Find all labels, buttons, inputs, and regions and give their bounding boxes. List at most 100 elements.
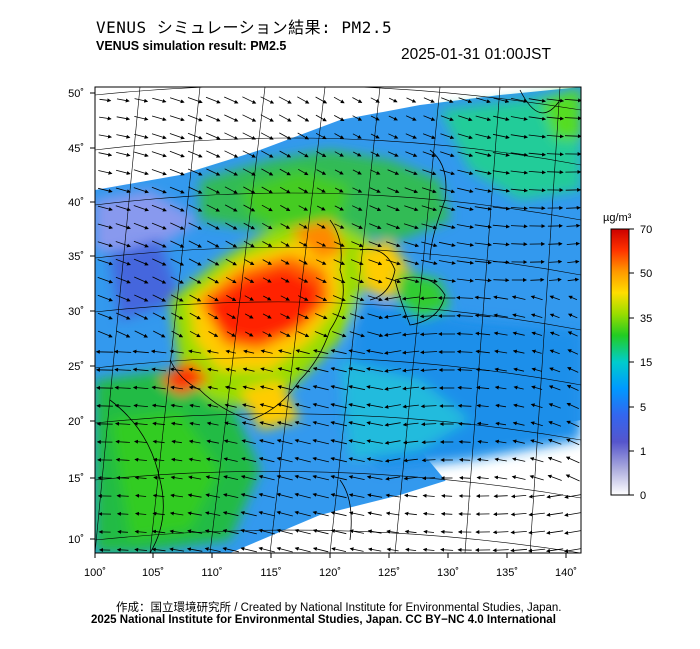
wind-arrow (476, 421, 489, 426)
wind-arrow (510, 530, 527, 535)
wind-arrow (387, 187, 400, 194)
wind-arrow (492, 224, 510, 229)
wind-arrow (240, 528, 257, 535)
wind-arrow (259, 403, 274, 409)
wind-arrow (348, 457, 365, 462)
wind-arrow (258, 546, 275, 553)
wind-arrow (510, 224, 528, 229)
wind-arrow (493, 115, 510, 122)
wind-arrow (475, 349, 490, 354)
wind-arrow (349, 331, 365, 338)
wind-arrow (474, 188, 492, 193)
wind-arrow (474, 313, 491, 318)
wind-arrow (352, 169, 362, 175)
wind-arrow (422, 493, 435, 498)
wind-arrow (280, 277, 290, 283)
y-tick-label: 25˚ (68, 361, 84, 373)
wind-arrow (564, 134, 581, 139)
wind-arrow (567, 313, 578, 319)
wind-arrow (404, 529, 417, 534)
wind-arrow (262, 331, 273, 337)
wind-arrow (208, 331, 219, 337)
wind-arrow (334, 205, 344, 211)
wind-arrow (388, 97, 398, 103)
wind-arrow (495, 403, 507, 408)
wind-arrow (351, 223, 363, 229)
wind-arrow (312, 529, 329, 535)
wind-arrow (259, 439, 275, 445)
wind-arrow (276, 492, 293, 499)
wind-arrow (262, 241, 273, 247)
wind-arrow (334, 115, 345, 121)
wind-arrow (529, 457, 544, 463)
wind-arrow (97, 330, 113, 338)
wind-arrow (404, 169, 418, 176)
wind-arrow (440, 151, 455, 158)
wind-arrow (439, 187, 456, 194)
wind-arrow (316, 223, 326, 229)
wind-arrow (493, 313, 508, 318)
wind-arrow (152, 97, 167, 103)
wind-arrow (512, 421, 525, 426)
wind-arrow (222, 511, 239, 517)
wind-arrow (406, 97, 417, 103)
wind-arrow (206, 349, 219, 354)
wind-arrow (350, 277, 365, 284)
wind-arrow (495, 421, 507, 426)
wind-arrow (98, 170, 113, 175)
wind-arrow (528, 188, 546, 193)
wind-arrow (189, 294, 202, 302)
wind-arrow (151, 403, 166, 408)
wind-arrow (384, 386, 402, 391)
wind-arrow (510, 548, 528, 553)
wind-arrow (403, 277, 420, 284)
wind-arrow (134, 475, 147, 480)
wind-arrow (243, 186, 256, 194)
wind-arrow (114, 367, 132, 372)
wind-arrow (278, 96, 292, 104)
wind-arrow (368, 277, 383, 284)
wind-arrow (388, 133, 399, 139)
wind-arrow (207, 403, 219, 408)
wind-arrow (186, 547, 203, 552)
wind-arrow (260, 132, 274, 140)
x-tick-label: 100˚ (84, 567, 106, 579)
wind-arrow (188, 258, 202, 266)
wind-arrow (330, 420, 347, 427)
wind-arrow (386, 547, 399, 552)
wind-arrow (170, 258, 185, 266)
wind-arrow (441, 97, 454, 103)
wind-arrow (528, 134, 547, 139)
wind-arrow (349, 529, 364, 534)
wind-arrow (421, 241, 438, 248)
wind-arrow (366, 457, 383, 462)
colorbar-label: 1 (640, 446, 646, 458)
wind-arrow (366, 403, 384, 408)
wind-arrow (333, 259, 346, 265)
wind-arrow (312, 367, 329, 373)
wind-arrow (315, 295, 328, 301)
wind-arrow (567, 277, 580, 282)
wind-arrow (134, 547, 148, 552)
wind-arrow (133, 151, 149, 158)
wind-arrow (458, 421, 472, 426)
wind-arrow (531, 349, 542, 354)
wind-arrow (169, 150, 185, 158)
wind-arrow (367, 511, 382, 516)
wind-arrow (116, 152, 131, 157)
wind-arrow (294, 402, 311, 409)
wind-arrow (422, 476, 436, 481)
wind-arrow (401, 332, 420, 337)
x-tick-label: 130˚ (437, 567, 459, 579)
wind-arrow (348, 349, 365, 354)
wind-arrow (261, 168, 274, 176)
wind-arrow (421, 187, 437, 194)
wind-arrow (492, 188, 510, 193)
wind-arrow (171, 439, 182, 444)
wind-arrow (188, 222, 203, 230)
colorbar-label: 15 (640, 357, 652, 369)
wind-arrow (510, 152, 529, 157)
wind-arrow (352, 115, 363, 121)
wind-arrow (548, 385, 561, 391)
wind-arrow (116, 493, 129, 498)
